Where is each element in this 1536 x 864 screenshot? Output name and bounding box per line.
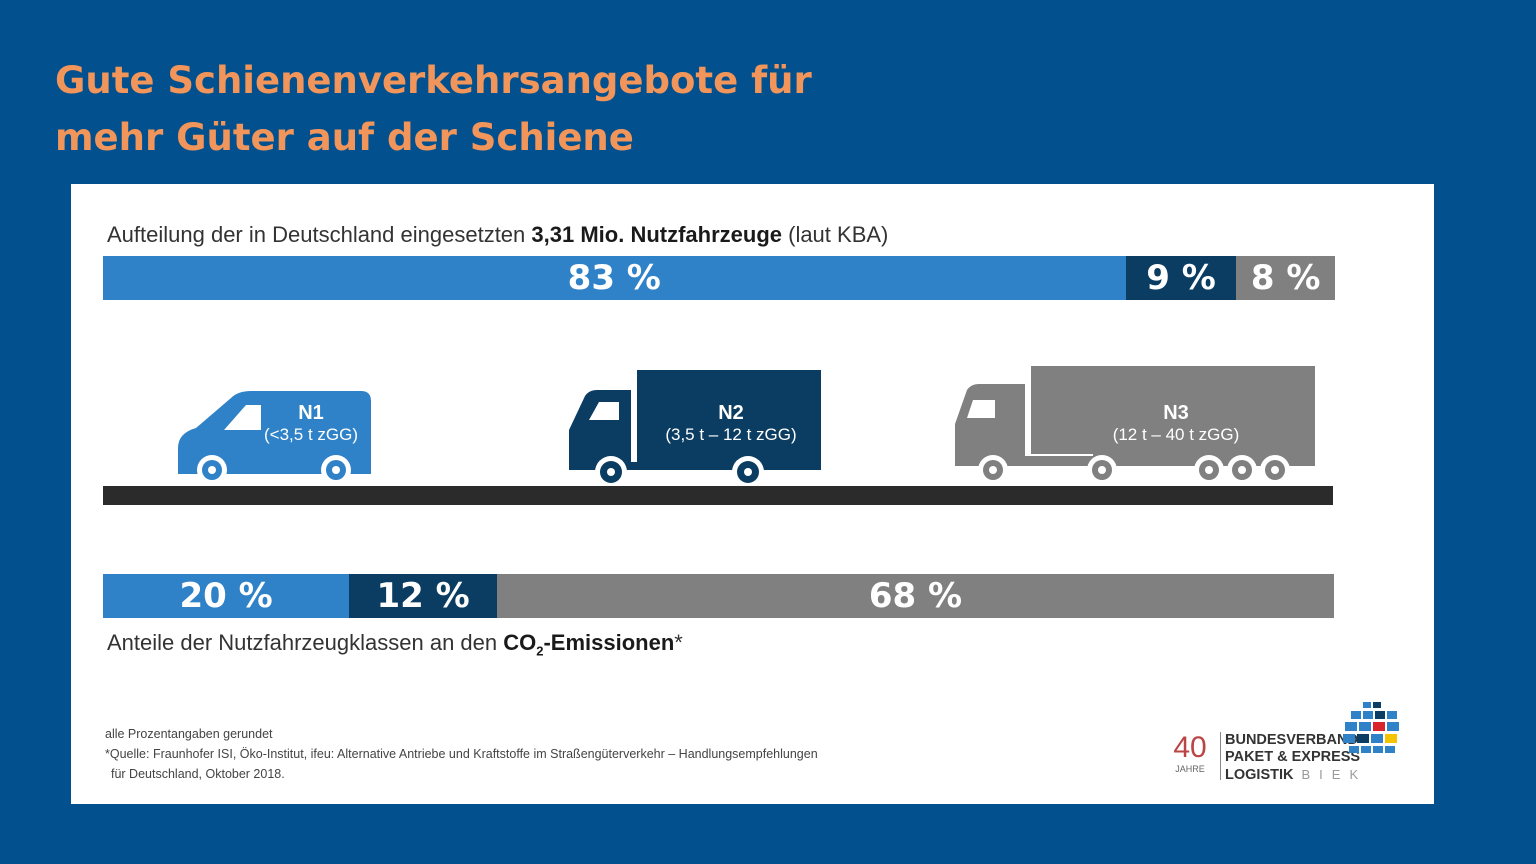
fleet-share-bar: 83 % 9 % 8 % — [103, 256, 1335, 300]
fleet-chart-title: Aufteilung der in Deutschland eingesetzt… — [107, 222, 888, 248]
co2-title-suffix: * — [674, 630, 683, 655]
co2-chart-title: Anteile der Nutzfahrzeugklassen an den C… — [107, 630, 683, 658]
co2-title-sub: 2 — [536, 643, 544, 659]
logo-line-1: BUNDESVERBAND — [1225, 732, 1358, 748]
anniversary-label: JAHRE — [1175, 764, 1205, 774]
n3-class: N3 — [1163, 402, 1189, 424]
co2-segment-n3: 68 % — [496, 574, 1334, 618]
n2-label: N2 (3,5 t – 12 t zGG) — [651, 402, 811, 445]
co2-label-n2: 12 % — [376, 576, 470, 616]
title-line-1: Gute Schienenverkehrsangebote für — [55, 59, 812, 102]
co2-segment-n1: 20 % — [103, 574, 350, 618]
n3-label: N3 (12 t – 40 t zGG) — [1091, 402, 1261, 445]
fleet-label-n1: 83 % — [567, 258, 661, 298]
truck-icon — [569, 370, 821, 488]
road — [103, 486, 1333, 505]
van-icon — [178, 391, 371, 485]
footnote-source-cont: für Deutschland, Oktober 2018. — [111, 767, 285, 781]
fleet-title-suffix: (laut KBA) — [782, 222, 889, 247]
n3-weight: (12 t – 40 t zGG) — [1112, 425, 1240, 444]
logo-line-2: PAKET & EXPRESS — [1225, 749, 1361, 765]
page-title: Gute Schienenverkehrsangebote für mehr G… — [55, 52, 812, 166]
fleet-title-prefix: Aufteilung der in Deutschland eingesetzt… — [107, 222, 532, 247]
fleet-title-bold: 3,31 Mio. Nutzfahrzeuge — [531, 222, 782, 247]
fleet-segment-n2: 9 % — [1125, 256, 1237, 300]
co2-title-bold2: -Emissionen — [543, 630, 675, 655]
logo-text: BUNDESVERBAND PAKET & EXPRESS LOGISTIK BI… — [1225, 732, 1367, 784]
co2-share-bar: 20 % 12 % 68 % — [103, 574, 1334, 618]
infographic-card: Aufteilung der in Deutschland eingesetzt… — [71, 184, 1434, 804]
fleet-label-n3: 8 % — [1250, 258, 1321, 298]
co2-title-prefix: Anteile der Nutzfahrzeugklassen an den — [107, 630, 504, 655]
biek-logo: 40 JAHRE BUNDESVERBAND PAKET & EXPRESS L… — [1165, 700, 1415, 790]
footnote-rounded: alle Prozentangaben gerundet — [105, 727, 273, 741]
n2-class: N2 — [718, 402, 744, 424]
anniversary-years: 40 — [1173, 731, 1207, 764]
logo-line-3: LOGISTIK — [1225, 767, 1294, 783]
anniversary-badge: 40 JAHRE — [1165, 731, 1215, 775]
n1-weight: (<3,5 t zGG) — [264, 425, 358, 444]
semi-truck-icon — [955, 366, 1315, 485]
fleet-segment-n1: 83 % — [103, 256, 1126, 300]
n1-class: N1 — [298, 402, 324, 424]
fleet-segment-n3: 8 % — [1236, 256, 1335, 300]
n1-label: N1 (<3,5 t zGG) — [241, 402, 381, 445]
footnotes: alle Prozentangaben gerundet *Quelle: Fr… — [105, 724, 818, 784]
co2-label-n1: 20 % — [179, 576, 273, 616]
footnote-source: *Quelle: Fraunhofer ISI, Öko-Institut, i… — [105, 747, 818, 761]
title-line-2: mehr Güter auf der Schiene — [55, 116, 634, 159]
logo-abbr: BIEK — [1301, 767, 1368, 782]
logo-divider — [1220, 732, 1221, 780]
co2-label-n3: 68 % — [868, 576, 963, 616]
n2-weight: (3,5 t – 12 t zGG) — [665, 425, 797, 444]
fleet-label-n2: 9 % — [1146, 258, 1216, 298]
co2-title-bold: CO — [503, 630, 537, 655]
co2-segment-n2: 12 % — [349, 574, 497, 618]
globe-icon — [1343, 702, 1399, 753]
